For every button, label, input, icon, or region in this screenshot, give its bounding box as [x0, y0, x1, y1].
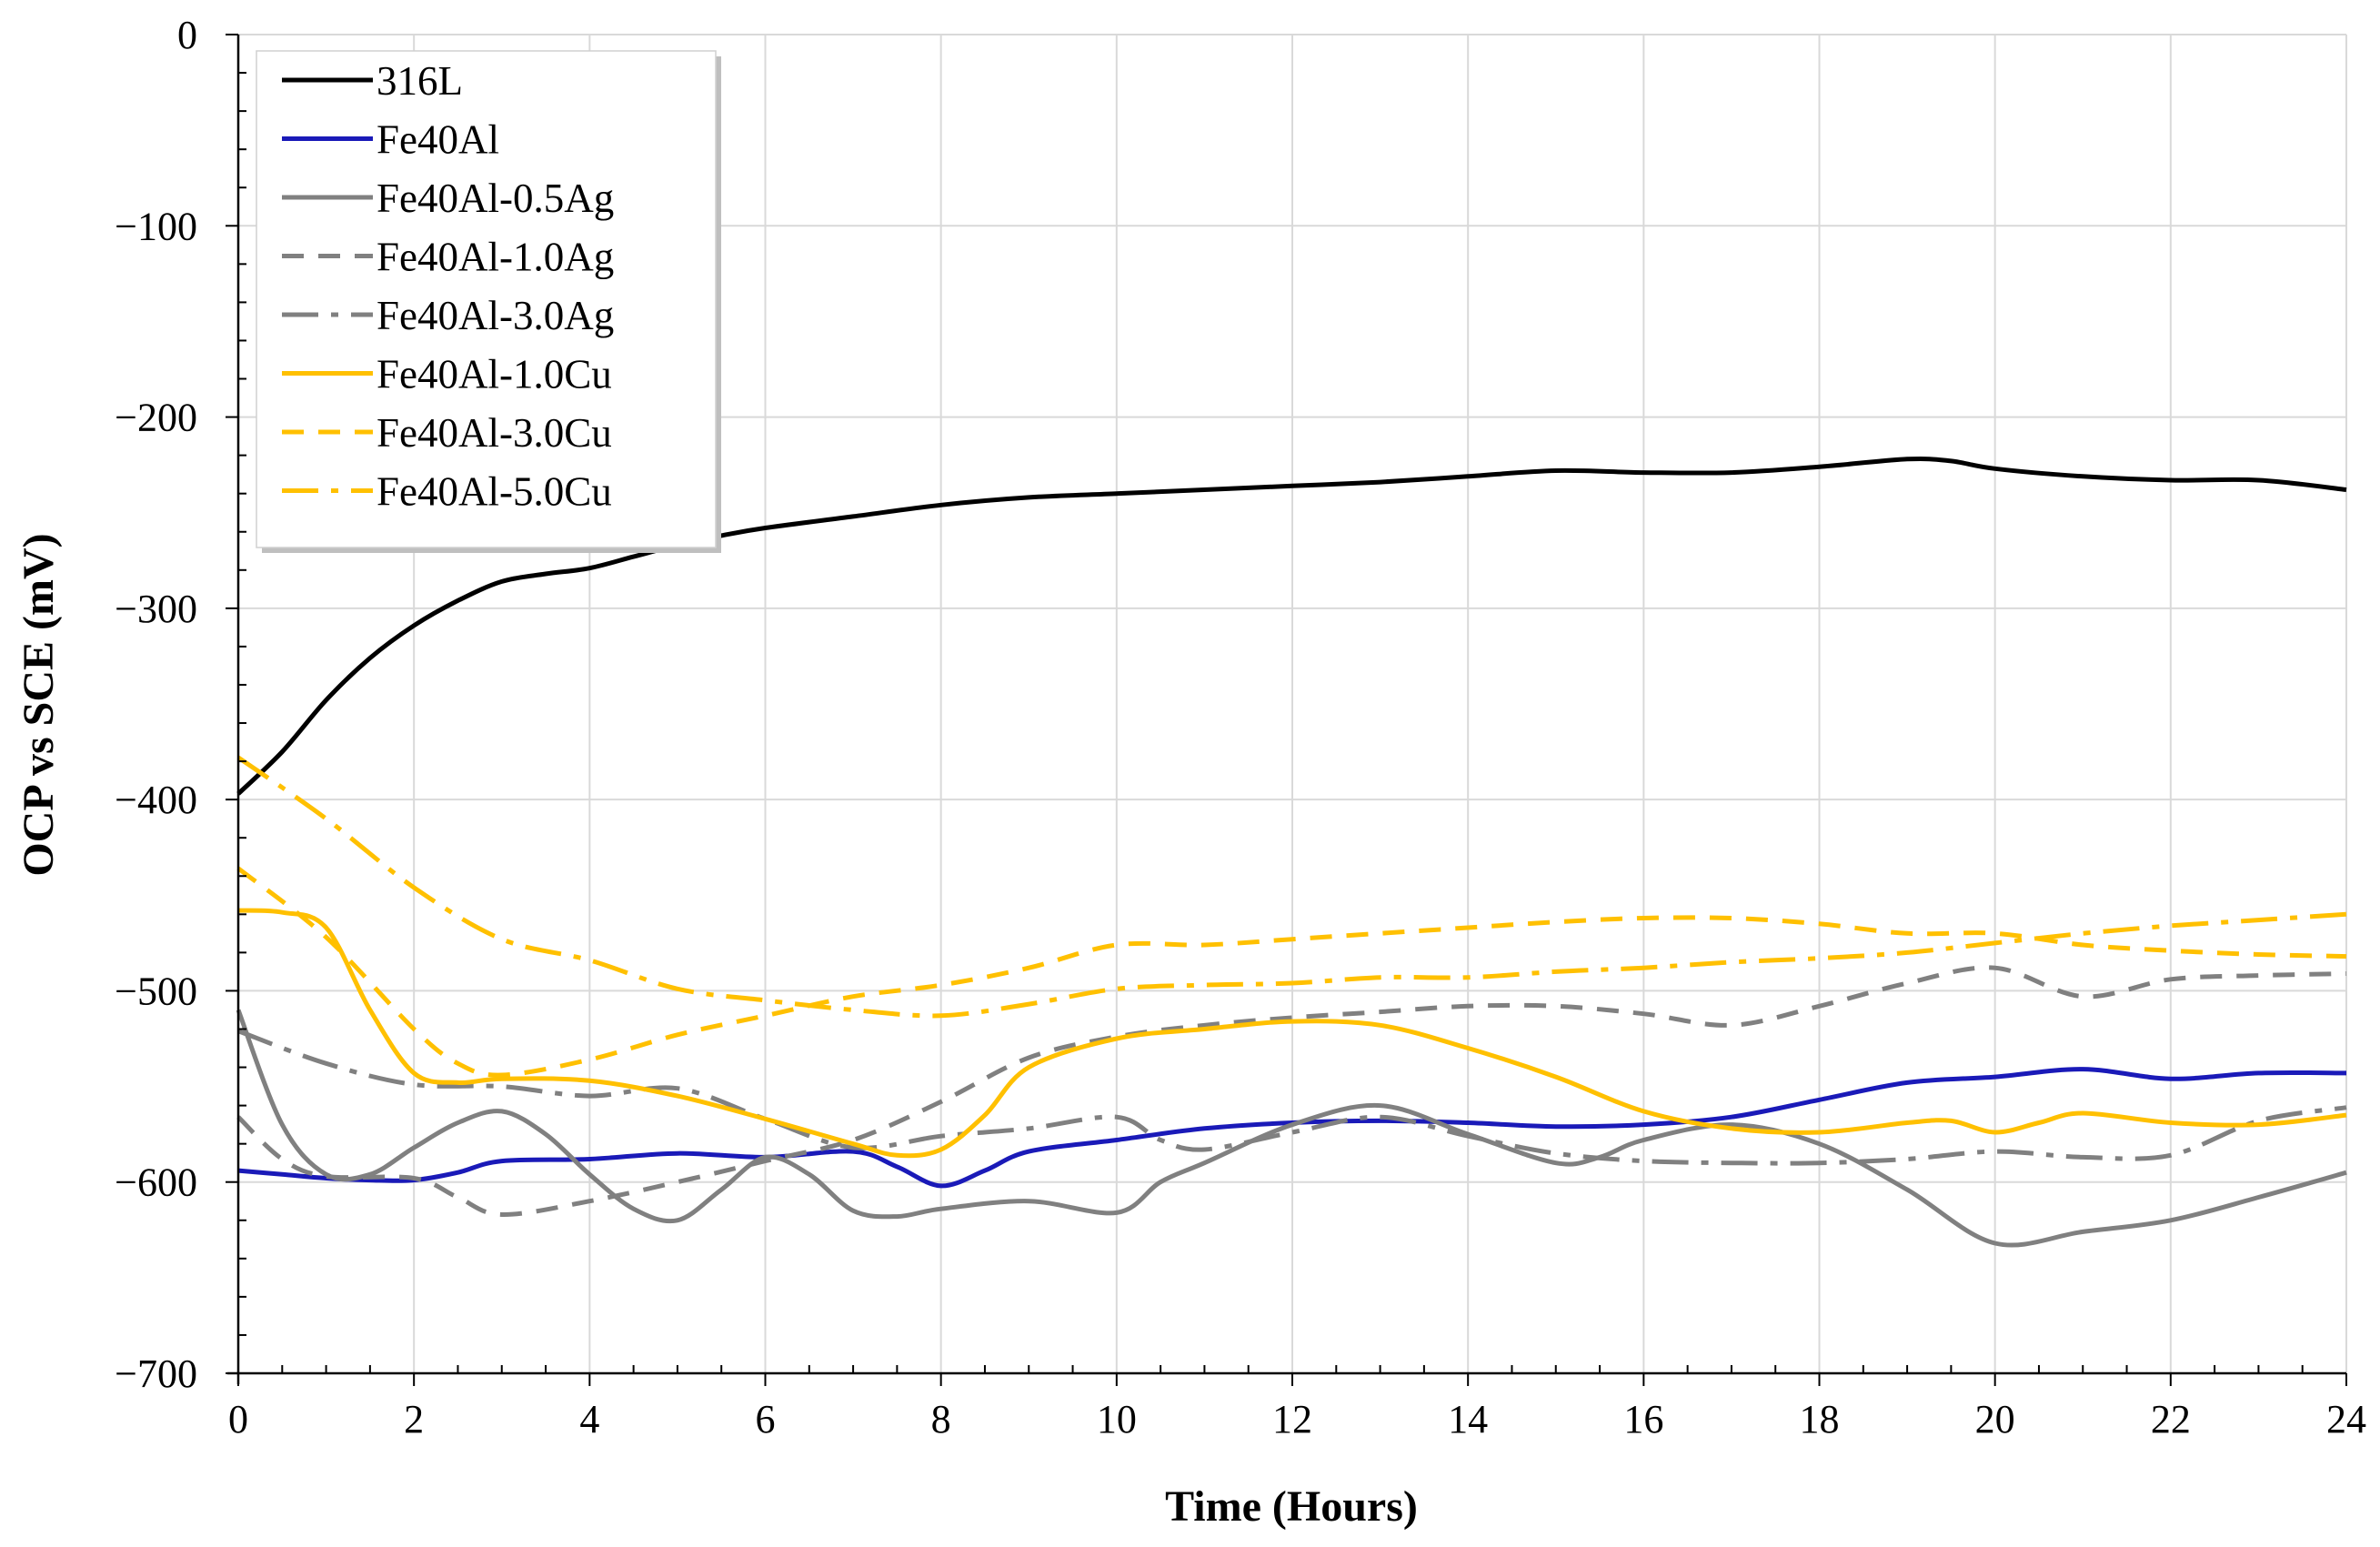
legend: 316L Fe40Al Fe40Al-0.5Ag Fe40Al-1.0Ag Fe40Al…: [256, 50, 721, 553]
series-line-316l: [236, 456, 2347, 796]
tick-labels: 0 2 4 6 8 10 12 14 16 18 20 22 240−100−200−300−400−5…: [115, 13, 2366, 1442]
y-tick-label: −700: [115, 1351, 197, 1396]
x-tick-label: 18: [1800, 1397, 1840, 1442]
series-line-fe40al-3-0cu: [236, 866, 2347, 1078]
x-tick-label: 0: [228, 1397, 248, 1442]
y-tick-label: −100: [115, 204, 197, 248]
x-tick-label: 22: [2151, 1397, 2191, 1442]
legend-label-fe40al-0-5ag: Fe40Al-0.5Ag: [377, 176, 614, 221]
x-tick-label: 2: [404, 1397, 424, 1442]
legend-label-fe40al-3-0cu: Fe40Al-3.0Cu: [377, 410, 612, 456]
y-tick-label: −400: [115, 778, 197, 822]
legend-label-fe40al-1-0ag: Fe40Al-1.0Ag: [377, 235, 614, 280]
legend-box: [256, 50, 717, 548]
y-tick-label: −600: [115, 1160, 197, 1205]
x-tick-label: 20: [1975, 1397, 2015, 1442]
x-tick-label: 24: [2326, 1397, 2366, 1442]
x-tick-label: 4: [579, 1397, 599, 1442]
legend-label-fe40al-3-0ag: Fe40Al-3.0Ag: [377, 293, 614, 338]
series-line-fe40al-0-5ag: [236, 1009, 2347, 1248]
x-tick-label: 10: [1097, 1397, 1137, 1442]
series-line-fe40al-1-0ag: [236, 965, 2347, 1218]
series-line-fe40al: [237, 1067, 2347, 1189]
x-tick-label: 12: [1272, 1397, 1312, 1442]
legend-label-fe40al-1-0cu: Fe40Al-1.0Cu: [377, 352, 612, 397]
y-tick-label: 0: [177, 13, 197, 57]
legend-label-fe40al-5-0cu: Fe40Al-5.0Cu: [377, 469, 612, 515]
x-axis-title: Time (Hours): [1165, 1482, 1418, 1531]
y-tick-label: −500: [115, 969, 197, 1013]
legend-label-fe40al: Fe40Al: [377, 117, 499, 163]
gridlines: [238, 34, 2347, 1373]
x-tick-label: 14: [1448, 1397, 1488, 1442]
y-tick-label: −300: [115, 587, 197, 631]
series-line-fe40al-5-0cu: [236, 755, 2347, 1019]
y-tick-label: −200: [115, 396, 197, 440]
x-tick-label: 16: [1623, 1397, 1663, 1442]
series-lines: [236, 456, 2347, 1248]
axes: [226, 34, 2347, 1386]
x-tick-label: 8: [931, 1397, 951, 1442]
x-tick-label: 6: [756, 1397, 776, 1442]
legend-label-316l: 316L: [377, 58, 463, 104]
series-line-fe40al-1-0cu: [237, 908, 2347, 1159]
series-line-fe40al-3-0ag: [237, 1029, 2347, 1166]
y-axis-title: OCP vs SCE (mV): [15, 533, 63, 876]
